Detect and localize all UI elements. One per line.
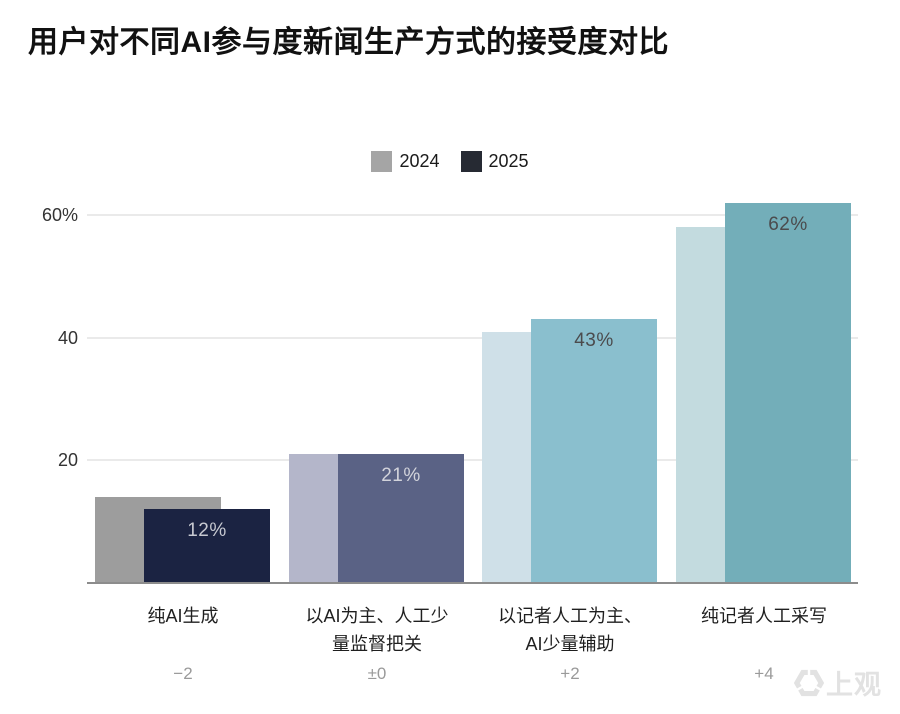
gridline-20 [87, 459, 858, 461]
category-label-group-1: 纯AI生成 [147, 606, 219, 626]
category-label-group-4: 纯记者人工采写 [701, 606, 827, 626]
bar-2025-group-1 [144, 509, 270, 583]
legend-label-2024: 2024 [399, 150, 440, 171]
delta-label-group-2: ±0 [367, 664, 387, 683]
bar-value-label-group-1: 12% [187, 520, 227, 541]
aperture-icon [794, 667, 824, 696]
bar-2025-group-4 [725, 203, 851, 583]
delta-label-group-1: −2 [173, 664, 193, 683]
legend-swatch-2025 [460, 150, 482, 172]
delta-label-group-3: +2 [560, 664, 580, 683]
x-axis-line [87, 582, 858, 584]
y-tick-label-20: 20 [57, 450, 78, 470]
legend-swatch-2024 [371, 150, 393, 172]
bar-value-label-group-4: 62% [768, 214, 808, 235]
bar-2025-group-3 [531, 319, 657, 583]
y-tick-label-60: 60% [41, 205, 78, 225]
bar-2025-group-2 [338, 454, 464, 583]
watermark-text: 上观 [826, 670, 882, 700]
legend: 2024 2025 [0, 149, 900, 173]
y-tick-label-40: 40 [57, 328, 78, 348]
delta-label-group-4: +4 [754, 664, 774, 683]
brand-watermark: 上观 [794, 663, 882, 702]
page-title: 用户对不同AI参与度新闻生产方式的接受度对比 [28, 26, 669, 59]
gridline-40 [87, 337, 858, 339]
category-label-group-3: 以记者人工为主、 AI少量辅助 [498, 606, 642, 654]
category-label-group-2: 以AI为主、人工少 量监督把关 [305, 606, 449, 654]
legend-label-2025: 2025 [488, 150, 529, 171]
bar-value-label-group-2: 21% [381, 465, 421, 486]
bar-value-label-group-3: 43% [574, 330, 614, 351]
gridline-60 [87, 214, 858, 216]
